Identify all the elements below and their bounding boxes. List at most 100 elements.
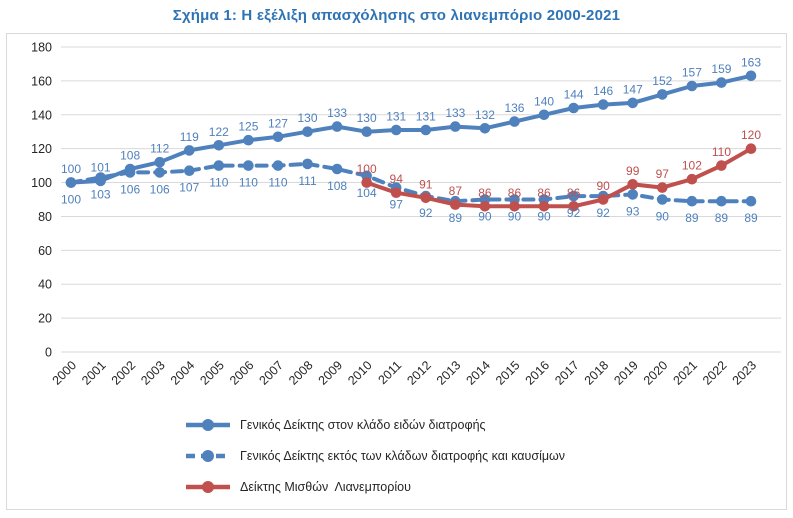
svg-text:2020: 2020 [641, 358, 671, 388]
svg-text:86: 86 [537, 186, 551, 200]
svg-text:2013: 2013 [434, 358, 464, 388]
svg-text:97: 97 [390, 198, 404, 212]
svg-text:86: 86 [478, 186, 492, 200]
svg-text:94: 94 [390, 172, 404, 186]
y-axis-labels: 0 20 40 60 80 100 120 140 160 180 [31, 41, 52, 360]
data-point-marker [716, 77, 727, 88]
data-point-marker [361, 177, 373, 188]
svg-text:90: 90 [478, 210, 492, 224]
svg-text:133: 133 [445, 106, 465, 120]
svg-text:97: 97 [656, 167, 670, 181]
svg-text:90: 90 [656, 210, 670, 224]
svg-text:100: 100 [31, 176, 52, 190]
data-point-marker [686, 80, 698, 92]
svg-text:99: 99 [626, 164, 640, 178]
svg-text:2004: 2004 [168, 358, 198, 388]
svg-text:110: 110 [712, 145, 731, 159]
svg-text:2002: 2002 [109, 358, 139, 388]
svg-text:104: 104 [357, 186, 377, 200]
solid-red-line-marker-icon [186, 480, 230, 493]
data-point-marker [686, 173, 698, 185]
svg-text:89: 89 [449, 211, 463, 225]
svg-text:91: 91 [419, 177, 433, 191]
svg-text:2021: 2021 [670, 358, 700, 388]
data-point-marker [450, 121, 461, 132]
legend-label-nonfood-index: Γενικός Δείκτης εκτός των κλάδων διατροφ… [240, 448, 566, 463]
svg-text:163: 163 [741, 55, 761, 69]
svg-text:2014: 2014 [463, 358, 493, 388]
data-point-marker [243, 160, 254, 171]
solid-blue-line-marker-icon [186, 418, 230, 431]
svg-text:2022: 2022 [700, 358, 730, 388]
data-point-marker [538, 109, 550, 121]
legend-item-nonfood-index: Γενικός Δείκτης εκτός των κλάδων διατροφ… [185, 445, 565, 466]
data-point-marker [657, 182, 668, 193]
svg-text:108: 108 [327, 179, 347, 193]
data-point-marker [331, 121, 343, 132]
x-axis-labels: 2000 2001 2002 2003 2004 2005 2006 2007 2008 2009… [50, 358, 760, 388]
data-point-marker [213, 140, 225, 151]
series-lines [65, 70, 757, 212]
data-point-marker [184, 165, 195, 176]
svg-text:136: 136 [504, 101, 524, 115]
gridlines [61, 46, 781, 353]
svg-text:140: 140 [31, 108, 52, 122]
svg-text:2006: 2006 [227, 358, 257, 388]
data-point-marker [568, 201, 579, 212]
data-point-marker [124, 163, 136, 175]
svg-text:89: 89 [715, 211, 729, 225]
svg-text:93: 93 [626, 204, 640, 218]
svg-text:80: 80 [38, 210, 52, 224]
data-point-marker [272, 160, 284, 171]
data-point-marker [627, 97, 638, 109]
svg-text:92: 92 [596, 206, 610, 220]
svg-text:2005: 2005 [197, 358, 227, 388]
svg-text:110: 110 [239, 176, 258, 190]
data-point-marker [745, 70, 757, 82]
svg-text:2018: 2018 [582, 358, 612, 388]
data-point-marker [302, 126, 313, 137]
svg-text:2016: 2016 [523, 358, 553, 388]
legend-item-food-index: Γενικός Δείκτης στον κλάδο ειδών διατροφ… [185, 414, 565, 435]
data-point-marker [627, 179, 638, 190]
svg-text:147: 147 [623, 82, 643, 96]
svg-text:160: 160 [31, 74, 52, 88]
svg-text:103: 103 [91, 188, 111, 202]
svg-text:157: 157 [682, 66, 702, 80]
svg-text:2015: 2015 [493, 358, 523, 388]
data-point-marker [243, 134, 254, 146]
data-point-marker [361, 126, 373, 137]
svg-text:130: 130 [357, 111, 377, 125]
legend: Γενικός Δείκτης στον κλάδο ειδών διατροφ… [185, 414, 565, 497]
svg-text:86: 86 [508, 186, 522, 200]
svg-text:110: 110 [268, 176, 287, 190]
data-point-marker [390, 124, 402, 136]
svg-text:2008: 2008 [286, 358, 316, 388]
chart-area: 0 20 40 60 80 100 120 140 160 180 2000 2001 2002 2003… [6, 33, 787, 510]
dashed-blue-line-marker-icon [186, 449, 230, 462]
svg-text:144: 144 [564, 88, 584, 102]
svg-text:111: 111 [298, 174, 317, 188]
data-point-marker [657, 89, 668, 100]
svg-text:146: 146 [593, 84, 613, 98]
data-point-marker [154, 156, 165, 168]
data-point-marker [420, 124, 432, 136]
data-point-marker [745, 195, 757, 207]
data-point-marker [95, 175, 106, 187]
svg-text:110: 110 [209, 176, 228, 190]
svg-text:132: 132 [475, 108, 495, 122]
data-labels: 100 101 108 112 119 122 125 127 130 133 130 131 131 1… [61, 55, 761, 225]
legend-item-wage-index: Δείκτης Μισθών Λιανεμπορίου [185, 476, 565, 497]
data-point-marker [302, 158, 313, 170]
series-line-0 [69, 73, 753, 185]
svg-text:112: 112 [150, 142, 169, 156]
data-point-marker [154, 167, 165, 178]
svg-text:20: 20 [38, 312, 52, 326]
svg-text:86: 86 [567, 186, 581, 200]
data-point-marker [597, 194, 609, 205]
svg-text:140: 140 [534, 94, 554, 108]
data-point-marker [686, 195, 698, 207]
svg-text:133: 133 [327, 106, 347, 120]
svg-text:100: 100 [61, 193, 81, 207]
